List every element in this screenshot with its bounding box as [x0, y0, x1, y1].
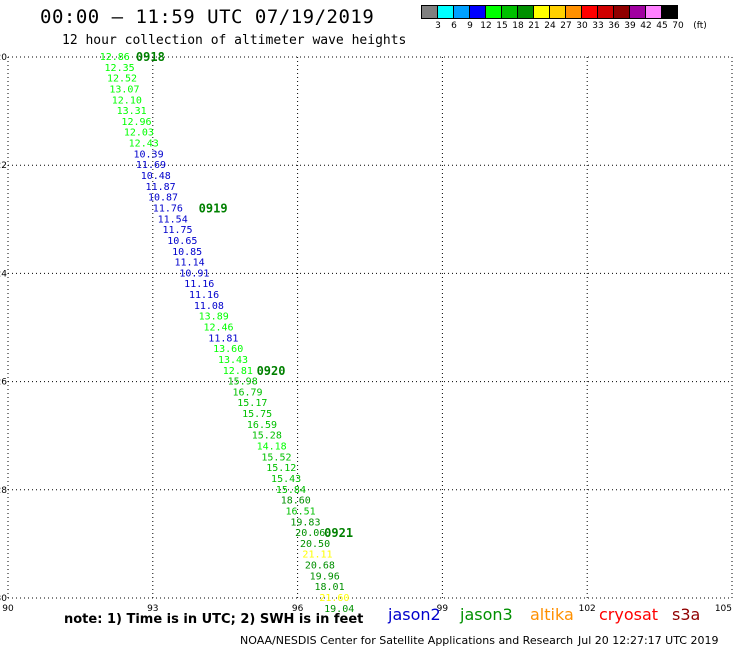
wave-height-label: 12.86: [100, 52, 130, 63]
colorbar-label: 30: [576, 21, 588, 31]
wave-height-label: 13.89: [199, 312, 229, 323]
x-tick-label: 96: [292, 604, 304, 614]
colorbar-label: 39: [624, 21, 636, 31]
colorbar-label: 33: [592, 21, 604, 31]
wave-height-label: 12.43: [129, 139, 159, 150]
y-tick-label: -20: [0, 53, 7, 63]
colorbar-label: 24: [544, 21, 556, 31]
wave-height-label: 10.39: [133, 149, 163, 160]
wave-height-label: 21.11: [302, 550, 332, 561]
wave-height-label: 19.96: [310, 571, 340, 582]
colorbar-label: 3: [435, 21, 441, 31]
generated-timestamp: Jul 20 12:27:17 UTC 2019: [578, 634, 719, 647]
y-tick-label: -30: [0, 594, 7, 604]
colorbar-label: 70: [672, 21, 684, 31]
satellite-altika: altika: [530, 605, 574, 624]
wave-height-label: 13.07: [109, 84, 139, 95]
x-tick-label: 105: [715, 604, 732, 614]
wave-height-label: 13.60: [213, 344, 243, 355]
colorbar-label: 12: [480, 21, 492, 31]
wave-height-label: 21.60: [319, 593, 349, 604]
wave-height-label: 10.48: [141, 171, 171, 182]
y-tick-label: -22: [0, 161, 7, 171]
colorbar-label: 6: [451, 21, 457, 31]
wave-height-label: 13.43: [218, 355, 248, 366]
wave-height-label: 20.50: [300, 539, 330, 550]
wave-height-label: 12.81: [223, 366, 253, 377]
pass-time-label: 0921: [324, 526, 353, 540]
wave-height-label: 11.87: [146, 182, 176, 193]
y-tick-label: -26: [0, 378, 7, 388]
wave-height-label: 11.16: [189, 290, 219, 301]
pass-time-label: 0920: [257, 364, 286, 378]
wave-height-label: 15.43: [271, 474, 301, 485]
chart-title: 00:00 – 11:59 UTC 07/19/2019: [40, 6, 375, 28]
y-tick-label: -28: [0, 486, 7, 496]
wave-height-label: 11.16: [184, 279, 214, 290]
wave-height-label: 12.35: [105, 63, 135, 74]
colorbar-label: (ft): [693, 21, 707, 31]
x-tick-label: 102: [579, 604, 596, 614]
wave-height-label: 15.84: [276, 485, 306, 496]
wave-height-label: 12.46: [203, 323, 233, 334]
wave-height-label: 12.52: [107, 74, 137, 85]
pass-time-label: 0918: [136, 50, 165, 64]
x-tick-label: 90: [2, 604, 14, 614]
chart-subtitle: 12 hour collection of altimeter wave hei…: [62, 33, 407, 48]
colorbar-label: 42: [640, 21, 652, 31]
wave-height-label: 18.01: [314, 582, 344, 593]
wave-height-label: 20.06: [295, 528, 325, 539]
wave-height-label: 18.60: [281, 496, 311, 507]
wave-height-label: 10.91: [179, 268, 209, 279]
wave-height-label: 16.51: [286, 506, 316, 517]
satellite-cryosat: cryosat: [599, 605, 659, 624]
wave-height-label: 12.03: [124, 128, 154, 139]
footer-note: note: 1) Time is in UTC; 2) SWH is in fe…: [64, 612, 364, 627]
wave-height-label: 16.79: [232, 387, 262, 398]
colorbar-label: 27: [560, 21, 572, 31]
colorbar-label: 9: [467, 21, 473, 31]
colorbar-label: 15: [496, 21, 508, 31]
wave-height-label: 11.76: [153, 203, 183, 214]
colorbar-label: 18: [512, 21, 524, 31]
y-tick-label: -24: [0, 269, 7, 279]
colorbar-labels: 3 6 9 12 15 18 21 24 27 30 33 36 39 42 45 70 (ft): [421, 21, 740, 33]
colorbar-label: 21: [528, 21, 540, 31]
wave-height-label: 16.59: [247, 420, 277, 431]
satellite-s3a: s3a: [672, 605, 701, 624]
wave-height-label: 11.08: [194, 301, 224, 312]
credit-line: NOAA/NESDIS Center for Satellite Applica…: [240, 634, 574, 647]
colorbar-label: 45: [656, 21, 668, 31]
wave-height-label: 15.98: [228, 377, 258, 388]
wave-height-label: 11.75: [162, 225, 192, 236]
x-tick-label: 93: [147, 604, 158, 614]
wave-height-label: 13.31: [117, 106, 147, 117]
wave-height-label: 11.81: [208, 333, 238, 344]
satellite-jason2: jason2: [388, 605, 441, 624]
colorbar-swatch: [661, 5, 678, 19]
wave-height-label: 11.14: [175, 258, 205, 269]
wave-height-label: 14.18: [257, 442, 287, 453]
wave-height-label: 19.83: [290, 517, 320, 528]
wave-height-label: 15.75: [242, 409, 272, 420]
wave-height-label: 15.17: [237, 398, 267, 409]
wave-height-label: 10.65: [167, 236, 197, 247]
colorbar-label: 36: [608, 21, 620, 31]
wave-height-colorbar: [421, 5, 678, 19]
wave-height-label: 11.69: [136, 160, 166, 171]
wave-height-label: 10.85: [172, 247, 202, 258]
wave-height-label: 12.96: [121, 117, 151, 128]
wave-height-label: 15.52: [261, 452, 291, 463]
satellite-jason3: jason3: [460, 605, 513, 624]
wave-height-label: 15.28: [252, 431, 282, 442]
wave-height-label: 10.87: [148, 193, 178, 204]
wave-height-label: 15.12: [266, 463, 296, 474]
wave-height-label: 19.04: [324, 604, 354, 615]
wave-height-label: 20.68: [305, 561, 335, 572]
wave-height-label: 11.54: [158, 214, 188, 225]
x-tick-label: 99: [437, 604, 449, 614]
pass-time-label: 0919: [199, 201, 228, 215]
wave-height-label: 12.10: [112, 95, 142, 106]
